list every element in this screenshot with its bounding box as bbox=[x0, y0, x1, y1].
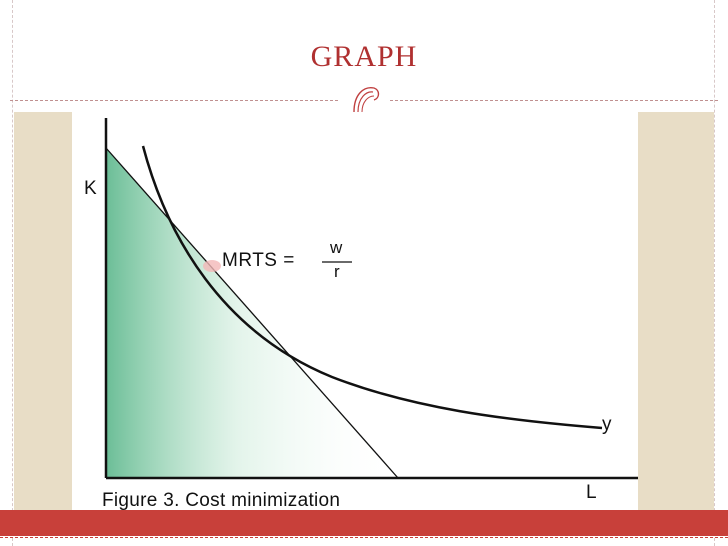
l-axis-label: L bbox=[586, 482, 597, 503]
right-side-band bbox=[638, 112, 714, 510]
tangency-highlight bbox=[203, 260, 221, 272]
fraction-numerator: w bbox=[330, 238, 343, 257]
swirl-ornament-icon bbox=[340, 80, 388, 114]
cost-minimization-figure: K MRTS = w r y L Figure 3. Cost minimiza… bbox=[72, 112, 638, 522]
fraction-denominator: r bbox=[334, 262, 340, 281]
isocost-line bbox=[105, 147, 399, 479]
curve-y-label: y bbox=[602, 414, 612, 435]
right-dashed-border bbox=[714, 0, 715, 546]
bottom-dashed-line bbox=[0, 537, 728, 539]
k-axis-label: K bbox=[84, 178, 97, 199]
isoquant-curve bbox=[141, 145, 603, 430]
bottom-accent-bar bbox=[0, 510, 728, 536]
left-side-band bbox=[14, 112, 72, 510]
slide-title: GRAPH bbox=[310, 40, 418, 73]
left-dashed-border bbox=[12, 0, 13, 546]
figure-caption: Figure 3. Cost minimization bbox=[102, 490, 341, 511]
mrts-label: MRTS = bbox=[222, 250, 295, 271]
figure-graphic bbox=[104, 118, 638, 480]
